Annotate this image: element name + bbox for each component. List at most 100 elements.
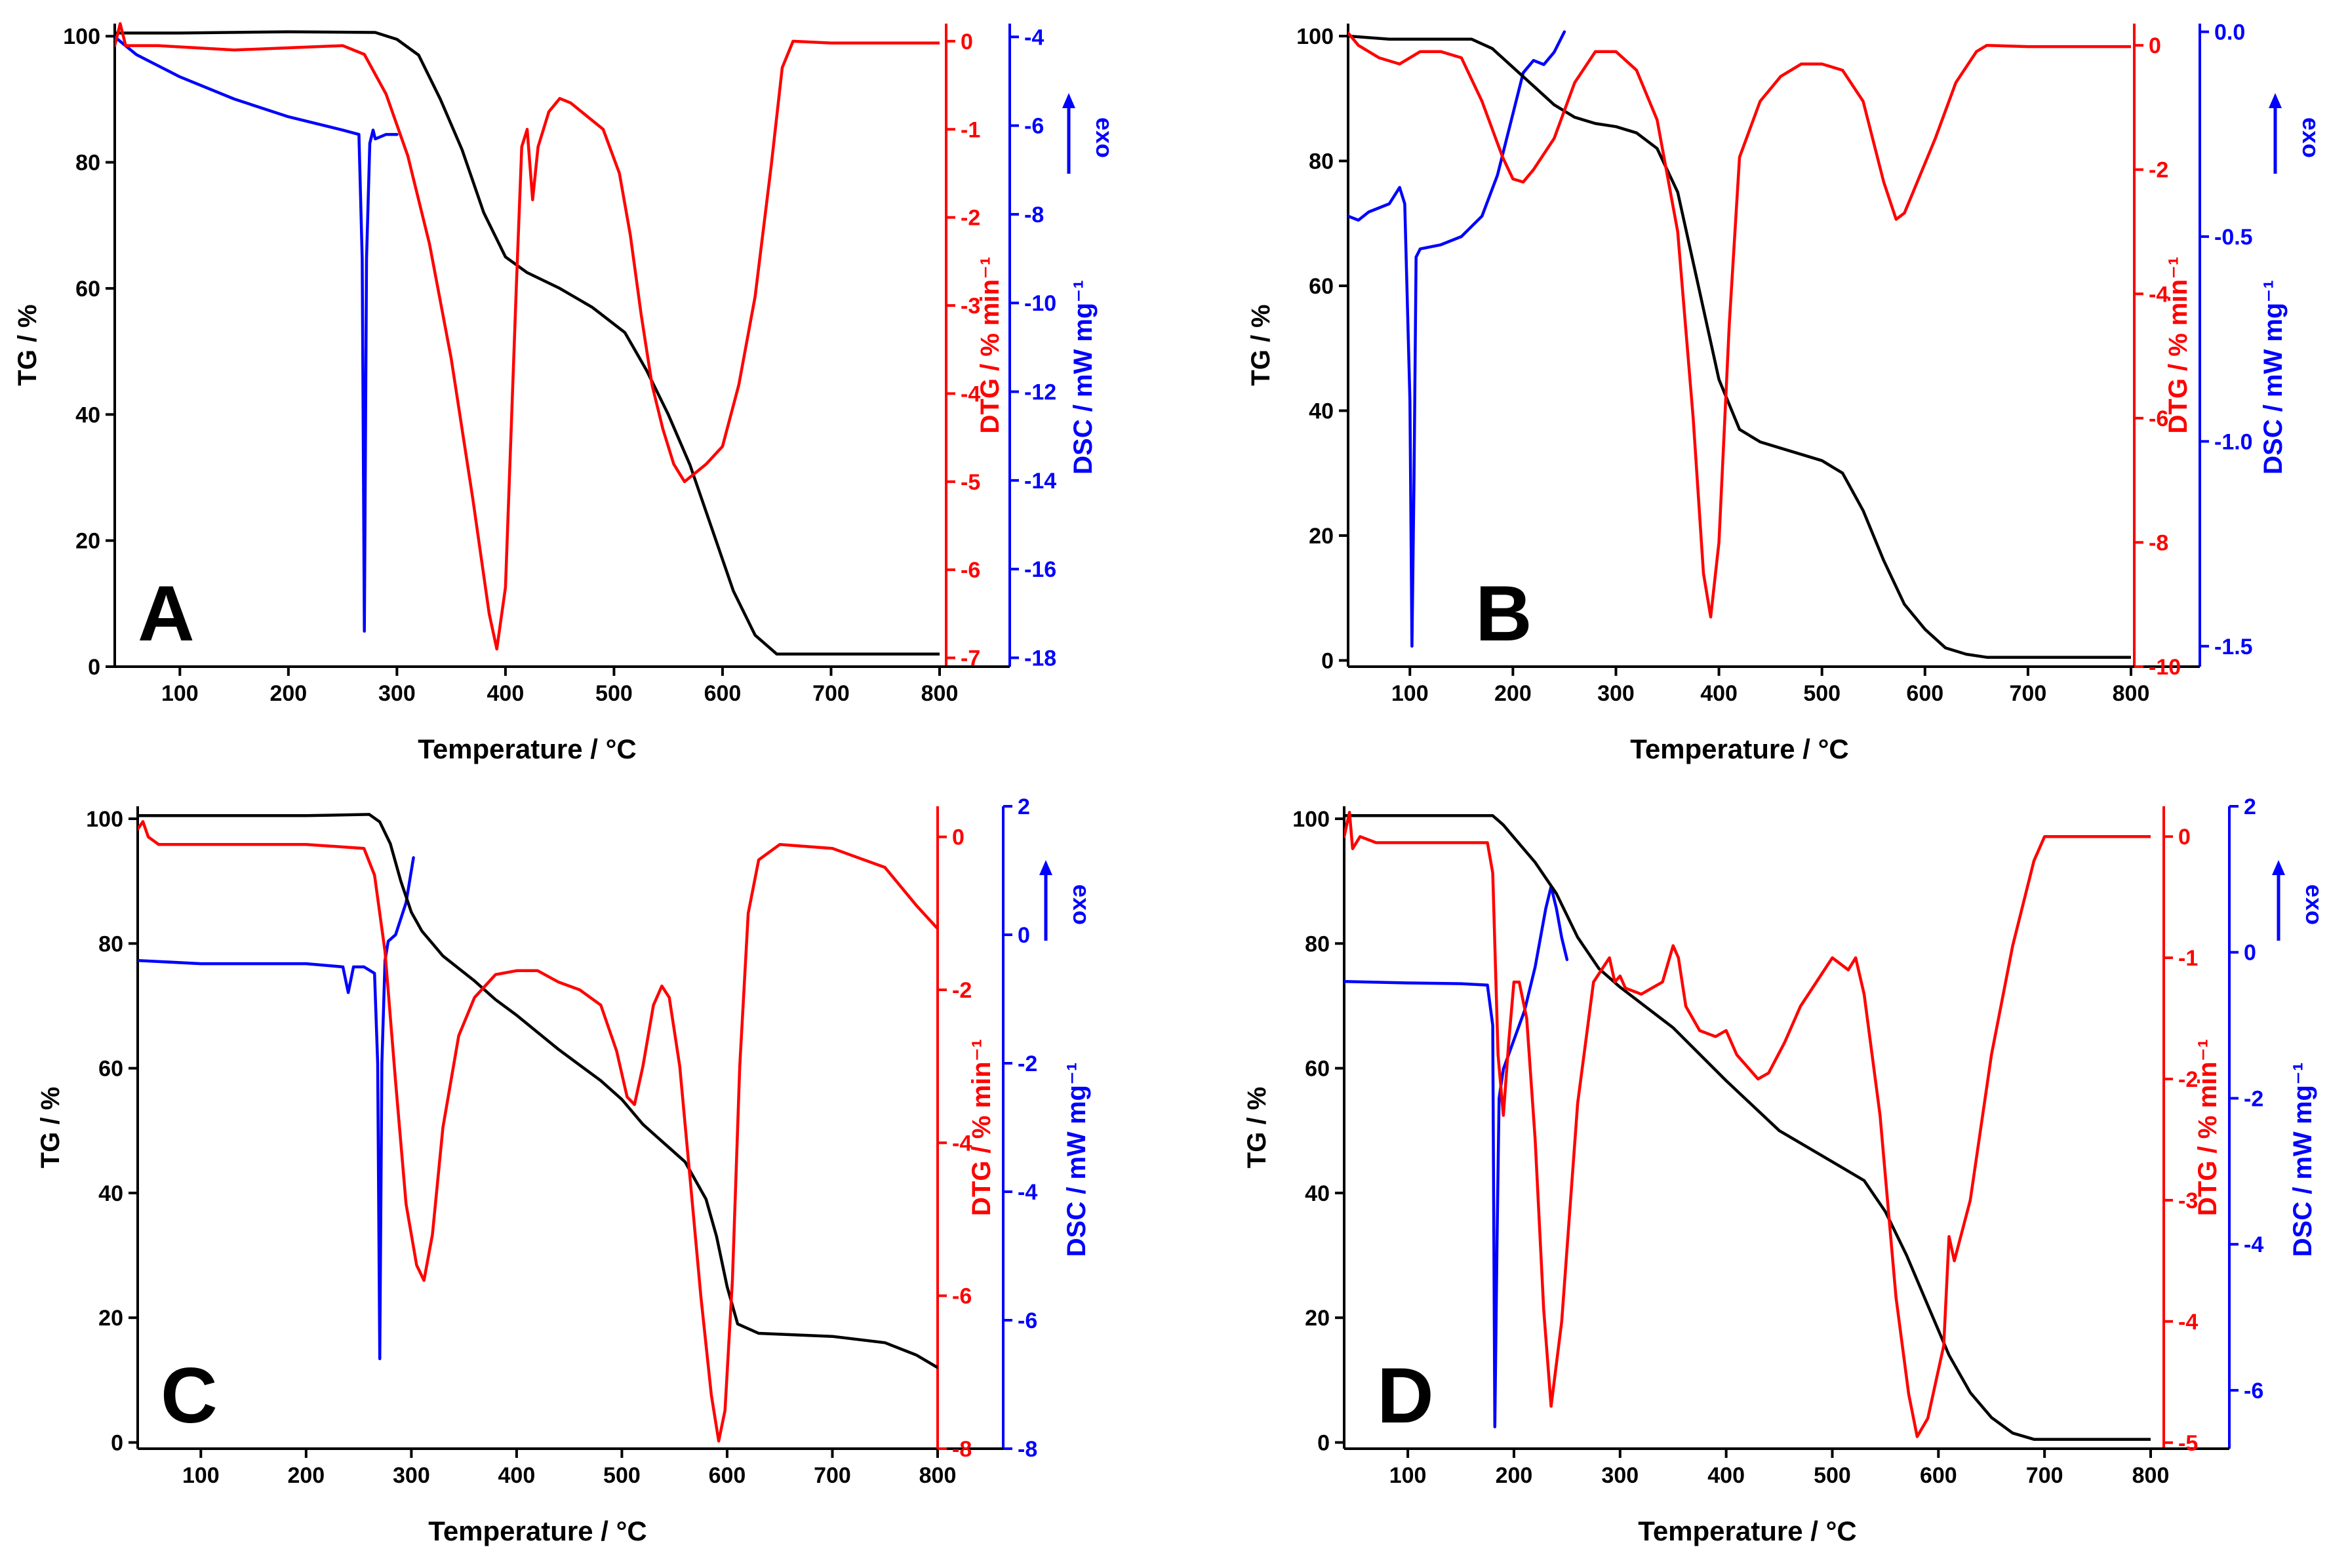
panel-c-dtg-tick-label: -4 xyxy=(952,1131,972,1156)
panel-d-series-tg xyxy=(1344,814,2151,1441)
panel-b-dsc-tick-label: -1.0 xyxy=(2214,429,2253,454)
panel-a-dsc-tick-label: -16 xyxy=(1024,557,1056,582)
panel-d-dsc-tick-label: -4 xyxy=(2244,1232,2263,1257)
panel-a-tg-axis-label: TG / % xyxy=(13,304,42,385)
panel-c-dsc-tick-label: 0 xyxy=(1018,923,1030,948)
panel-b-series-dtg xyxy=(1348,31,2131,619)
panel-c-dsc-tick-label: -8 xyxy=(1018,1437,1037,1462)
panel-a-dsc-tick-label: -4 xyxy=(1024,25,1044,50)
panel-c-x-tick-label: 200 xyxy=(287,1463,325,1488)
panel-b-x-axis-label: Temperature / °C xyxy=(1630,734,1848,764)
panel-d-dtg-tick-label: -5 xyxy=(2178,1431,2198,1456)
panel-b-tg-tick-label: 0 xyxy=(1321,648,1334,673)
panel-d-dtg-tick-label: -1 xyxy=(2178,946,2198,971)
panel-d-dtg-tick-label: -3 xyxy=(2178,1188,2198,1213)
panel-a-tg-tick-label: 100 xyxy=(63,24,100,49)
panel-c-tg-tick-label: 20 xyxy=(98,1306,123,1331)
panel-d-dtg-tick-label: -4 xyxy=(2178,1310,2198,1335)
panel-a-dsc-tick-label: -6 xyxy=(1024,114,1044,139)
panel-c-x-tick-label: 500 xyxy=(603,1463,641,1488)
panel-b-dtg-axis-label: DTG / % min⁻¹ xyxy=(2164,257,2193,434)
panel-c-dtg-tick-label: -8 xyxy=(952,1437,972,1462)
panel-c-series-dsc xyxy=(138,856,415,1361)
panel-c-tg-tick-label: 100 xyxy=(86,807,123,832)
panel-b-x-tick-label: 100 xyxy=(1391,681,1429,706)
panel-b-dsc-axis-label: DSC / mW mg⁻¹ xyxy=(2259,280,2288,475)
panel-c-exo-label: exo xyxy=(1068,884,1095,925)
panel-b-dsc-tick-label: -0.5 xyxy=(2214,225,2253,250)
panel-b-dtg-tick-label: -10 xyxy=(2149,655,2181,680)
panel-b-series-tg xyxy=(1348,34,2131,659)
panel-a-tg-tick-label: 40 xyxy=(75,402,100,427)
panel-c-x-tick-label: 400 xyxy=(498,1463,536,1488)
panel-a-series-dsc xyxy=(115,35,399,633)
panel-c-tg-axis-label: TG / % xyxy=(36,1087,65,1168)
panel-d-exo-indicator: exo xyxy=(2272,860,2328,941)
panel-c-series-tg xyxy=(138,813,938,1369)
panel-b-x-tick-label: 700 xyxy=(2010,681,2047,706)
panel-a-dsc-tick-label: -8 xyxy=(1024,203,1044,227)
panel-c-x-tick-label: 600 xyxy=(709,1463,746,1488)
panel-a-tg-tick-label: 80 xyxy=(75,151,100,176)
panel-c-x-tick-label: 300 xyxy=(393,1463,430,1488)
panel-a-dtg-tick-label: -3 xyxy=(961,294,980,319)
panel-d-dsc-tick-label: 0 xyxy=(2244,941,2256,966)
panel-a-exo-arrowhead-icon xyxy=(1062,93,1075,108)
panel-d-dsc-tick-label: -2 xyxy=(2244,1086,2263,1111)
panel-d-dtg-tick-label: 0 xyxy=(2178,825,2191,850)
panel-a-dsc-tick-label: -14 xyxy=(1024,469,1056,494)
panel-a-x-tick-label: 300 xyxy=(378,681,416,706)
panel-d-dtg-axis-label: DTG / % min⁻¹ xyxy=(2193,1039,2222,1216)
panel-c-dsc-axis-label: DSC / mW mg⁻¹ xyxy=(1062,1063,1091,1257)
panel-c-dtg-tick-label: -2 xyxy=(952,978,972,1003)
panel-b-x-tick-label: 300 xyxy=(1597,681,1635,706)
panel-d-x-tick-label: 700 xyxy=(2026,1463,2063,1488)
panel-c-exo-indicator: exo xyxy=(1039,860,1095,941)
panel-b-x-tick-label: 400 xyxy=(1700,681,1738,706)
panel-a-dtg-tick-label: -4 xyxy=(961,382,980,406)
panel-b-dtg-tick-label: 0 xyxy=(2149,33,2161,58)
panel-b-dtg-tick-label: -6 xyxy=(2149,406,2168,431)
panel-a-tg-tick-label: 0 xyxy=(88,655,100,680)
panel-d-x-axis-label: Temperature / °C xyxy=(1638,1516,1856,1546)
panel-c-x-tick-label: 800 xyxy=(919,1463,957,1488)
panel-d-panel-label: D xyxy=(1377,1352,1434,1440)
panel-c-panel-label: C xyxy=(161,1352,218,1440)
panel-d-dsc-tick-label: -6 xyxy=(2244,1379,2263,1403)
panel-c-plot-area xyxy=(138,813,938,1443)
panel-b-x-tick-label: 600 xyxy=(1906,681,1943,706)
panel-c-tg-tick-label: 40 xyxy=(98,1181,123,1206)
panel-a-tg-tick-label: 60 xyxy=(75,277,100,302)
panel-a-x-tick-label: 400 xyxy=(487,681,525,706)
panel-b-tg-tick-label: 60 xyxy=(1309,274,1334,299)
panel-d-x-tick-label: 400 xyxy=(1707,1463,1745,1488)
panel-c-dsc-tick-label: -6 xyxy=(1018,1308,1037,1333)
panel-a-series-dtg xyxy=(115,22,940,651)
panel-a-dtg-tick-label: -5 xyxy=(961,470,980,495)
panel-d-tg-tick-label: 0 xyxy=(1317,1430,1330,1455)
panel-d-dtg-tick-label: -2 xyxy=(2178,1067,2198,1092)
panel-b-tg-tick-label: 100 xyxy=(1296,24,1334,49)
panel-d-tg-axis-label: TG / % xyxy=(1243,1087,1271,1168)
panel-d-tg-tick-label: 80 xyxy=(1305,931,1330,956)
panel-a-x-tick-label: 600 xyxy=(704,681,742,706)
panel-a-series-tg xyxy=(115,30,940,656)
panel-a-x-tick-label: 200 xyxy=(269,681,307,706)
panel-d-exo-arrowhead-icon xyxy=(2272,860,2285,875)
panel-d-plot-area xyxy=(1344,810,2151,1441)
panel-a-dtg-tick-label: -7 xyxy=(961,646,980,671)
panel-c-tg-tick-label: 60 xyxy=(98,1057,123,1082)
panel-b-x-tick-label: 200 xyxy=(1494,681,1532,706)
panel-c-series-dtg xyxy=(138,820,938,1443)
panel-d-tg-tick-label: 100 xyxy=(1292,807,1330,832)
panel-b-exo-indicator: exo xyxy=(2269,93,2324,174)
panel-a-dtg-tick-label: -6 xyxy=(961,558,980,583)
panel-a-panel-label: A xyxy=(138,570,195,657)
panel-a-x-tick-label: 500 xyxy=(595,681,633,706)
panel-d-dsc-axis-label: DSC / mW mg⁻¹ xyxy=(2288,1063,2317,1257)
panel-b-tg-axis-label: TG / % xyxy=(1246,304,1275,385)
